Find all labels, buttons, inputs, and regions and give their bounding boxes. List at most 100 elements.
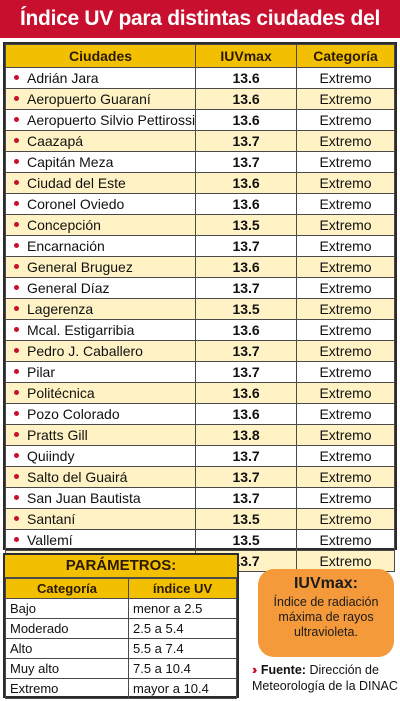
table-row: Ciudad del Este 13.6 Extremo xyxy=(4,172,395,194)
city-cell: General Bruguez xyxy=(4,256,197,278)
uv-cities-table: Ciudades IUVmax Categoría Adrián Jara 13.… xyxy=(3,42,397,572)
city-cell: Pilar xyxy=(4,361,197,383)
source-label: Fuente: xyxy=(260,663,306,677)
category-cell: Extremo xyxy=(296,487,395,509)
table-row: General Díaz 13.7 Extremo xyxy=(4,277,395,299)
parameters-header-row: Categoría índice UV xyxy=(5,578,237,599)
column-header-cities: Ciudades xyxy=(4,44,197,68)
table-row: Lagerenza 13.5 Extremo xyxy=(4,298,395,320)
parameter-category-cell: Bajo xyxy=(5,598,129,619)
table-header-row: Ciudades IUVmax Categoría xyxy=(4,44,395,68)
bullet-icon xyxy=(14,221,19,227)
double-chevron-right-icon: ›› xyxy=(252,663,258,677)
city-name: Coronel Oviedo xyxy=(27,196,125,212)
parameters-row: Alto 5.5 a 7.4 xyxy=(5,638,237,659)
source-note: ›› Fuente: Dirección de Meteorología de … xyxy=(252,662,398,694)
bullet-icon xyxy=(14,242,19,248)
bullet-icon xyxy=(14,410,19,416)
city-cell: General Díaz xyxy=(4,277,197,299)
city-name: Adrián Jara xyxy=(27,70,99,86)
iuvmax-term: IUVmax: xyxy=(293,575,359,592)
city-cell: Capitán Meza xyxy=(4,151,197,173)
city-name: Pedro J. Caballero xyxy=(27,343,143,359)
city-cell: Vallemí xyxy=(4,529,197,551)
category-cell: Extremo xyxy=(296,109,395,131)
category-cell: Extremo xyxy=(296,67,395,89)
bullet-icon xyxy=(14,473,19,479)
city-name: Aeropuerto Silvio Pettirossi xyxy=(27,112,196,128)
table-row: Caazapá 13.7 Extremo xyxy=(4,130,395,152)
parameters-box: PARÁMETROS: Categoría índice UV Bajo meno… xyxy=(3,553,239,699)
city-cell: Ciudad del Este xyxy=(4,172,197,194)
bullet-icon xyxy=(14,536,19,542)
category-cell: Extremo xyxy=(296,214,395,236)
table-row: Salto del Guairá 13.7 Extremo xyxy=(4,466,395,488)
iuvmax-cell: 13.5 xyxy=(195,508,298,530)
table-row: Aeropuerto Silvio Pettirossi 13.6 Extremo xyxy=(4,109,395,131)
iuvmax-cell: 13.6 xyxy=(195,382,298,404)
bullet-icon xyxy=(14,389,19,395)
city-name: Salto del Guairá xyxy=(27,469,128,485)
parameter-range-cell: 7.5 a 10.4 xyxy=(128,658,237,679)
iuvmax-cell: 13.5 xyxy=(195,529,298,551)
iuvmax-cell: 13.6 xyxy=(195,256,298,278)
parameter-range-cell: 2.5 a 5.4 xyxy=(128,618,237,639)
city-name: Ciudad del Este xyxy=(27,175,126,191)
iuvmax-cell: 13.7 xyxy=(195,340,298,362)
city-name: Pozo Colorado xyxy=(27,406,120,422)
category-cell: Extremo xyxy=(296,235,395,257)
iuvmax-cell: 13.5 xyxy=(195,214,298,236)
category-cell: Extremo xyxy=(296,256,395,278)
table-row: Coronel Oviedo 13.6 Extremo xyxy=(4,193,395,215)
city-cell: Encarnación xyxy=(4,235,197,257)
table-row: Quiindy 13.7 Extremo xyxy=(4,445,395,467)
table-row: Vallemí 13.5 Extremo xyxy=(4,529,395,551)
category-cell: Extremo xyxy=(296,172,395,194)
category-cell: Extremo xyxy=(296,277,395,299)
parameters-header-category: Categoría xyxy=(5,578,129,599)
city-name: General Díaz xyxy=(27,280,110,296)
category-cell: Extremo xyxy=(296,298,395,320)
city-cell: Aeropuerto Guaraní xyxy=(4,88,197,110)
parameter-range-cell: 5.5 a 7.4 xyxy=(128,638,237,659)
category-cell: Extremo xyxy=(296,550,395,572)
iuvmax-cell: 13.6 xyxy=(195,88,298,110)
iuvmax-cell: 13.6 xyxy=(195,403,298,425)
iuvmax-cell: 13.7 xyxy=(195,466,298,488)
table-row: Politécnica 13.6 Extremo xyxy=(4,382,395,404)
table-row: Pilar 13.7 Extremo xyxy=(4,361,395,383)
city-cell: Pozo Colorado xyxy=(4,403,197,425)
table-row: Encarnación 13.7 Extremo xyxy=(4,235,395,257)
iuvmax-cell: 13.7 xyxy=(195,151,298,173)
parameters-title: PARÁMETROS: xyxy=(5,555,237,578)
iuvmax-cell: 13.6 xyxy=(195,109,298,131)
category-cell: Extremo xyxy=(296,403,395,425)
category-cell: Extremo xyxy=(296,130,395,152)
city-name: Lagerenza xyxy=(27,301,94,317)
bullet-icon xyxy=(14,116,19,122)
city-cell: Mcal. Estigarribia xyxy=(4,319,197,341)
iuvmax-cell: 13.6 xyxy=(195,172,298,194)
bullet-icon xyxy=(14,494,19,500)
category-cell: Extremo xyxy=(296,361,395,383)
city-cell: Adrián Jara xyxy=(4,67,197,89)
column-header-iuvmax: IUVmax xyxy=(195,44,298,68)
table-row: Concepción 13.5 Extremo xyxy=(4,214,395,236)
bullet-icon xyxy=(14,305,19,311)
parameter-category-cell: Alto xyxy=(5,638,129,659)
bullet-icon xyxy=(14,347,19,353)
uv-table: Ciudades IUVmax Categoría Adrián Jara 13.… xyxy=(4,44,395,572)
iuvmax-definition-box: IUVmax: Índice de radiación máxima de ra… xyxy=(258,569,394,657)
category-cell: Extremo xyxy=(296,529,395,551)
table-row: Mcal. Estigarribia 13.6 Extremo xyxy=(4,319,395,341)
city-name: Santaní xyxy=(27,511,76,527)
bullet-icon xyxy=(14,452,19,458)
parameters-row: Extremo mayor a 10.4 xyxy=(5,678,237,699)
city-cell: Pratts Gill xyxy=(4,424,197,446)
city-cell: Aeropuerto Silvio Pettirossi xyxy=(4,109,197,131)
source-text: Dirección de Meteorología de la DINAC xyxy=(252,663,398,693)
city-name: Quiindy xyxy=(27,448,75,464)
bullet-icon xyxy=(14,326,19,332)
city-name: Vallemí xyxy=(27,532,73,548)
parameters-row: Bajo menor a 2.5 xyxy=(5,598,237,619)
